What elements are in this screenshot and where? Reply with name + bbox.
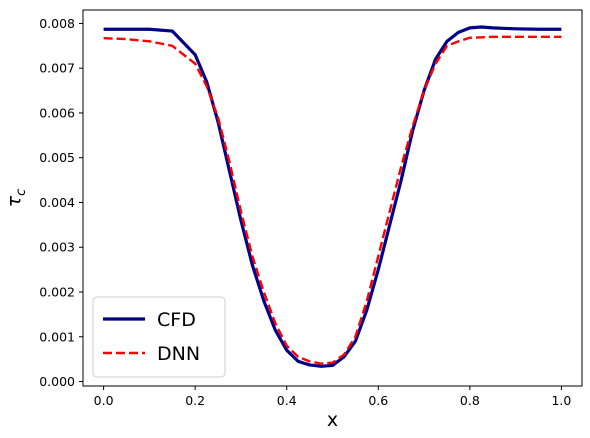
x-tick-label: 0.0 — [94, 393, 114, 408]
legend-label-cfd: CFD — [157, 309, 196, 331]
legend: CFD DNN — [92, 296, 226, 378]
series-line-dnn — [103, 35, 562, 365]
series-layer — [103, 25, 562, 368]
series-line-cfd — [103, 25, 562, 368]
legend-label-dnn: DNN — [157, 343, 200, 365]
y-tick-label: 0.002 — [39, 285, 75, 300]
y-tick-label: 0.004 — [39, 195, 75, 210]
y-tick-label: 0.000 — [39, 374, 75, 389]
x-axis-label: x — [327, 409, 338, 431]
legend-box — [92, 296, 226, 378]
plot-frame — [82, 9, 583, 387]
y-tick-label: 0.003 — [39, 240, 75, 255]
y-tick-label: 0.001 — [39, 329, 75, 344]
x-tick-label: 0.2 — [185, 393, 205, 408]
y-tick-label: 0.006 — [39, 105, 75, 120]
y-axis: 0.000 0.001 0.002 0.003 0.004 0.005 0.006 0.007… — [39, 16, 83, 389]
y-tick-label: 0.008 — [39, 16, 75, 31]
y-tick-label: 0.005 — [39, 150, 75, 165]
x-tick-label: 0.6 — [368, 393, 388, 408]
x-tick-label: 0.8 — [460, 393, 480, 408]
x-tick-label: 0.4 — [277, 393, 297, 408]
x-tick-label: 1.0 — [551, 393, 571, 408]
y-tick-label: 0.007 — [39, 61, 75, 76]
y-axis-label: τc — [3, 189, 29, 208]
x-axis: 0.0 0.2 0.4 0.6 0.8 1.0 — [94, 386, 571, 408]
